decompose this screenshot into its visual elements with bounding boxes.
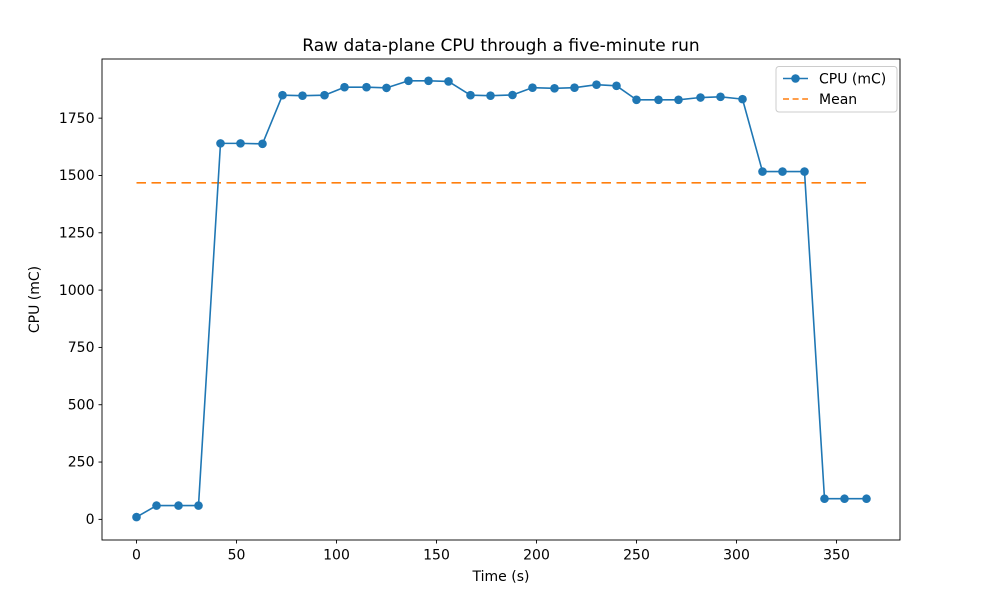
x-tick-label: 50 (228, 548, 246, 564)
data-point (696, 93, 705, 102)
y-tick-label: 500 (68, 397, 95, 413)
chart-title: Raw data-plane CPU through a five-minute… (302, 36, 699, 56)
data-point (278, 90, 287, 100)
y-tick-label: 750 (68, 340, 95, 356)
data-point (840, 494, 849, 504)
x-tick-label: 0 (132, 548, 141, 564)
y-tick-label: 250 (68, 455, 95, 471)
data-point (778, 167, 787, 176)
data-point (152, 501, 161, 510)
data-point (424, 76, 433, 86)
data-point (320, 90, 329, 100)
data-point (550, 84, 559, 93)
y-tick-label: 1250 (59, 225, 95, 241)
data-point (738, 94, 747, 104)
data-point (862, 494, 871, 504)
data-point (508, 90, 517, 100)
x-tick-label: 300 (723, 548, 750, 564)
y-tick-label: 0 (86, 512, 95, 528)
legend-mean-label: Mean (819, 92, 857, 108)
data-point (216, 139, 225, 148)
y-axis-ticks: 0 250 500 750 1000 1250 1500 1750 (59, 111, 102, 528)
data-point (486, 91, 495, 100)
data-point (132, 512, 141, 522)
data-point (528, 83, 537, 92)
data-point (820, 494, 829, 504)
data-point (466, 90, 475, 100)
data-point (654, 95, 663, 105)
x-tick-label: 200 (523, 548, 550, 564)
y-axis-label: CPU (mC) (27, 266, 43, 333)
data-point (674, 95, 683, 105)
y-tick-label: 1500 (59, 168, 95, 184)
x-tick-label: 150 (423, 548, 450, 564)
data-point (194, 501, 203, 510)
x-tick-label: 350 (823, 548, 850, 564)
data-point (340, 82, 349, 92)
legend-cpu-marker-sample (791, 74, 800, 83)
x-tick-label: 250 (623, 548, 650, 564)
series-layer (132, 76, 871, 522)
x-axis-ticks: 0 50 100 150 200 250 300 350 (132, 540, 850, 564)
data-point (298, 91, 307, 100)
y-tick-label: 1000 (59, 283, 95, 299)
data-point (632, 95, 641, 105)
plot-area (101, 58, 901, 541)
data-point (404, 76, 413, 86)
x-axis-label: Time (s) (472, 569, 530, 585)
data-point (236, 139, 245, 148)
data-point (800, 167, 809, 176)
legend: CPU (mC) Mean (775, 66, 898, 113)
legend-cpu-label: CPU (mC) (819, 72, 886, 88)
y-tick-label: 1750 (59, 111, 95, 127)
data-point (716, 92, 725, 102)
data-point (592, 80, 601, 89)
data-point (758, 167, 767, 176)
data-point (258, 139, 267, 149)
data-point (362, 82, 371, 92)
data-point (174, 501, 183, 510)
data-point (444, 77, 453, 86)
data-point (570, 83, 579, 92)
data-point (612, 81, 621, 91)
x-tick-label: 100 (323, 548, 350, 564)
data-point (382, 83, 391, 93)
